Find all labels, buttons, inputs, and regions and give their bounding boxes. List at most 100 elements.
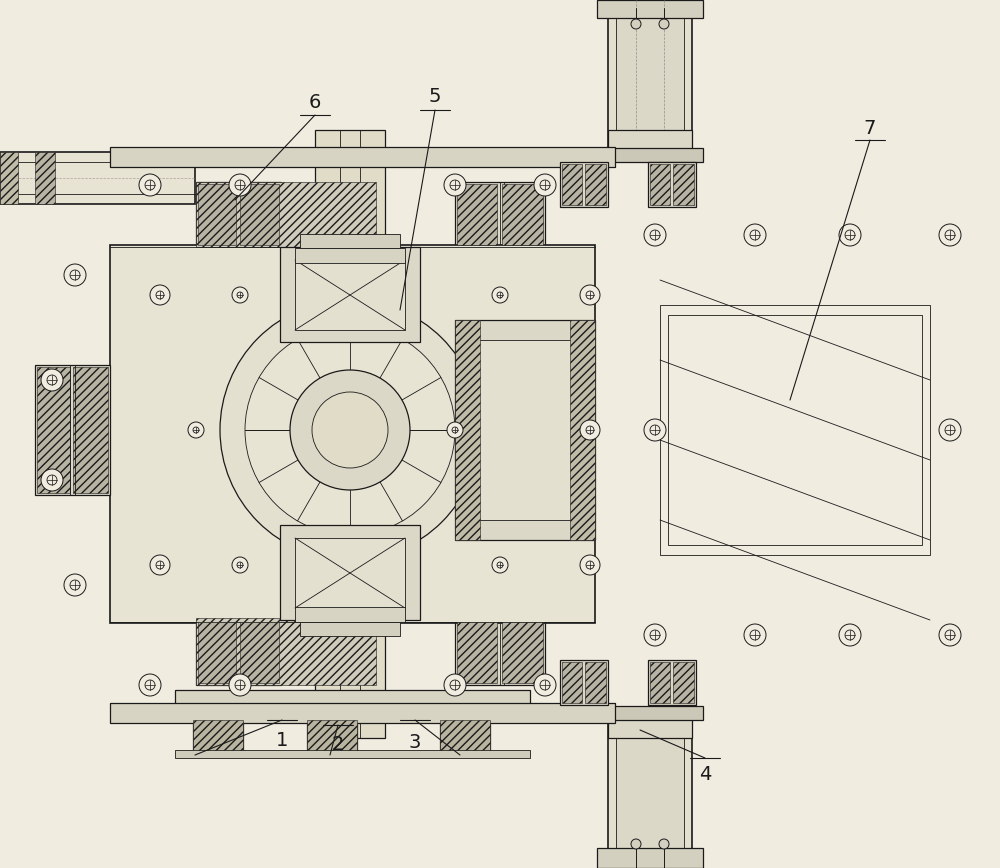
Circle shape	[650, 630, 660, 640]
Bar	[0, 152, 195, 204]
Bar	[35, 365, 110, 495]
Circle shape	[580, 420, 600, 440]
Bar	[455, 320, 595, 540]
Bar	[37, 367, 70, 493]
Bar	[648, 660, 696, 705]
Text: 1: 1	[276, 731, 288, 749]
Bar	[300, 622, 400, 636]
Circle shape	[70, 270, 80, 280]
Bar	[668, 315, 922, 545]
Circle shape	[945, 425, 955, 435]
Bar	[585, 164, 606, 205]
Circle shape	[744, 624, 766, 646]
Bar	[307, 720, 357, 750]
Circle shape	[156, 291, 164, 299]
Bar	[110, 703, 615, 723]
Circle shape	[229, 174, 251, 196]
Bar	[608, 130, 692, 152]
Bar	[280, 247, 420, 342]
Circle shape	[945, 630, 955, 640]
Circle shape	[839, 624, 861, 646]
Bar	[295, 248, 405, 263]
Circle shape	[235, 680, 245, 690]
Circle shape	[64, 264, 86, 286]
Circle shape	[220, 300, 480, 560]
Bar	[562, 662, 582, 703]
Circle shape	[492, 557, 508, 573]
Circle shape	[939, 419, 961, 441]
Circle shape	[631, 19, 641, 29]
Circle shape	[586, 426, 594, 434]
Circle shape	[245, 325, 455, 535]
Bar	[440, 720, 490, 750]
Bar	[615, 148, 960, 728]
Circle shape	[150, 555, 170, 575]
Circle shape	[540, 180, 550, 190]
Circle shape	[47, 375, 57, 385]
Bar	[570, 320, 595, 540]
Circle shape	[631, 839, 641, 849]
Text: 7: 7	[864, 119, 876, 137]
Circle shape	[447, 422, 463, 438]
Circle shape	[145, 180, 155, 190]
Bar	[110, 245, 595, 623]
Bar	[35, 152, 55, 204]
Bar	[196, 182, 376, 247]
Bar	[196, 620, 281, 685]
Bar	[597, 0, 703, 18]
Bar	[650, 164, 670, 205]
Circle shape	[47, 475, 57, 485]
Bar	[608, 718, 692, 738]
Circle shape	[237, 292, 243, 298]
Bar	[193, 720, 243, 750]
Circle shape	[145, 680, 155, 690]
Bar	[608, 0, 692, 150]
Bar	[597, 148, 703, 162]
Circle shape	[534, 174, 556, 196]
Circle shape	[492, 287, 508, 303]
Circle shape	[659, 839, 669, 849]
Text: 2: 2	[332, 735, 344, 754]
Bar	[0, 152, 18, 204]
Circle shape	[845, 230, 855, 240]
Bar	[650, 662, 670, 703]
Circle shape	[139, 674, 161, 696]
Circle shape	[150, 285, 170, 305]
Circle shape	[235, 180, 245, 190]
Bar	[660, 305, 930, 555]
Circle shape	[139, 174, 161, 196]
Bar	[560, 162, 608, 207]
Circle shape	[650, 230, 660, 240]
Circle shape	[644, 419, 666, 441]
Circle shape	[312, 392, 388, 468]
Text: 3: 3	[409, 733, 421, 752]
Circle shape	[580, 285, 600, 305]
Circle shape	[586, 291, 594, 299]
Bar	[240, 184, 279, 245]
Circle shape	[644, 624, 666, 646]
Bar	[608, 718, 692, 868]
Bar	[196, 182, 281, 247]
Circle shape	[237, 562, 243, 568]
Circle shape	[750, 230, 760, 240]
Bar	[468, 340, 582, 520]
Circle shape	[232, 287, 248, 303]
Circle shape	[586, 561, 594, 569]
Circle shape	[650, 425, 660, 435]
Circle shape	[452, 427, 458, 433]
Circle shape	[188, 422, 204, 438]
Circle shape	[644, 224, 666, 246]
Circle shape	[70, 580, 80, 590]
Circle shape	[41, 369, 63, 391]
Circle shape	[156, 561, 164, 569]
Circle shape	[945, 230, 955, 240]
Circle shape	[839, 224, 861, 246]
Circle shape	[444, 674, 466, 696]
Bar	[240, 622, 279, 683]
Circle shape	[845, 630, 855, 640]
Text: 4: 4	[699, 766, 711, 785]
Bar	[440, 720, 490, 750]
Bar	[455, 620, 545, 685]
Bar	[300, 234, 400, 248]
Circle shape	[939, 624, 961, 646]
